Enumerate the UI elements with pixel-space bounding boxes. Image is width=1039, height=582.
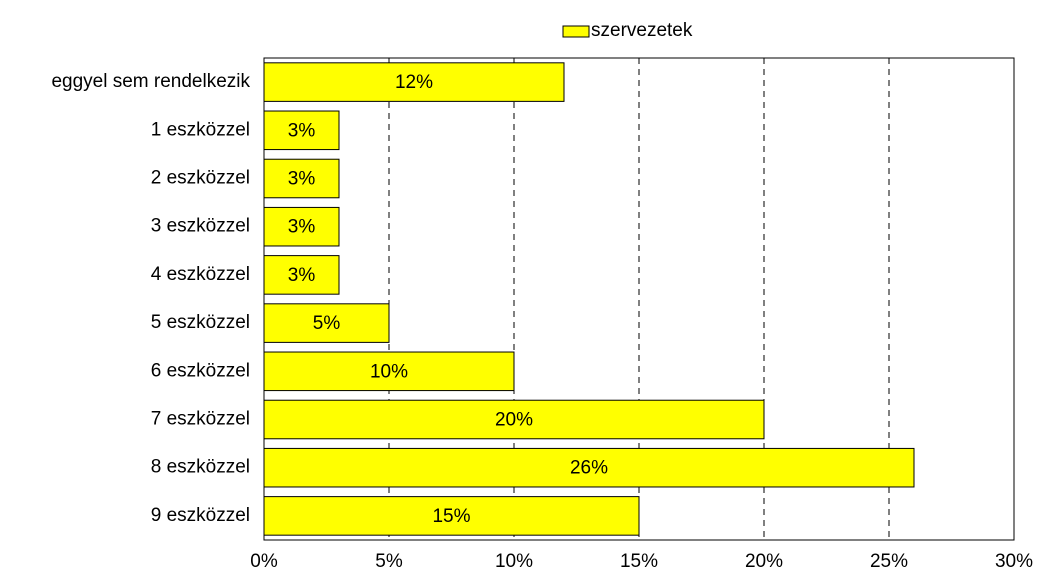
bar (263, 447, 915, 488)
bar (263, 62, 565, 102)
bar (263, 496, 640, 536)
y-tick-label: 6 eszközzel (151, 360, 250, 381)
data-label: 12% (395, 72, 433, 93)
data-label: 15% (432, 506, 470, 527)
bar (263, 399, 765, 440)
x-tick-label: 30% (995, 551, 1033, 572)
y-tick-label: eggyel sem rendelkezik (51, 71, 250, 92)
plot-border (263, 57, 1015, 541)
y-tick-label: 8 eszközzel (151, 457, 250, 478)
x-tick-label: 25% (870, 551, 908, 572)
x-tick-label: 15% (620, 551, 658, 572)
x-tick-label: 10% (495, 551, 533, 572)
y-tick-label: 1 eszközzel (151, 119, 250, 140)
y-tick-label: 9 eszközzel (151, 505, 250, 526)
data-label: 5% (313, 313, 341, 334)
bar (263, 351, 515, 392)
data-label: 26% (570, 458, 608, 479)
x-tick-label: 0% (250, 551, 278, 572)
y-tick-label: 5 eszközzel (151, 312, 250, 333)
data-label: 10% (370, 361, 408, 382)
y-tick-label: 2 eszközzel (151, 168, 250, 189)
bar (263, 303, 390, 343)
bar (263, 255, 340, 295)
x-tick-label: 5% (375, 551, 403, 572)
data-label: 20% (495, 410, 533, 431)
y-tick-label: 4 eszközzel (151, 264, 250, 285)
bar (263, 206, 340, 247)
y-tick-label: 3 eszközzel (151, 216, 250, 237)
data-label: 3% (288, 217, 316, 238)
data-label: 3% (288, 120, 316, 141)
legend-swatch (562, 25, 590, 38)
y-tick-label: 7 eszközzel (151, 409, 250, 430)
legend-label: szervezetek (591, 20, 693, 41)
data-label: 3% (288, 169, 316, 190)
data-label: 3% (288, 265, 316, 286)
x-tick-label: 20% (745, 551, 783, 572)
